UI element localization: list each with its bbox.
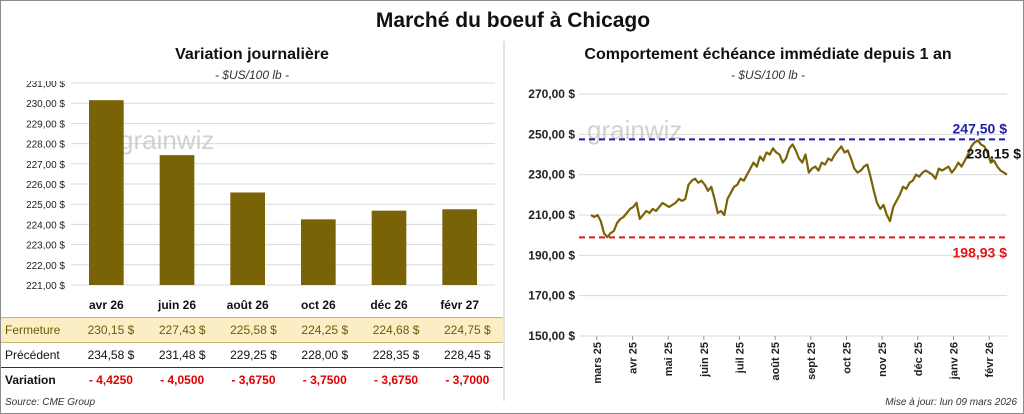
- y-tick-label: 223,00 $: [26, 241, 65, 252]
- y-tick-label: 170,00 $: [528, 289, 575, 303]
- x-tick-label: juin 25: [699, 342, 711, 378]
- y-tick-label: 221,00 $: [26, 281, 65, 292]
- x-tick-label: sept 25: [806, 342, 818, 380]
- front-month-line-chart: 150,00 $ 170,00 $ 190,00 $ 210,00 $ 230,00 $…: [528, 87, 1022, 384]
- table-cell: 234,58 $: [75, 342, 147, 368]
- daily-variation-bar-chart: 221,00 $ 222,00 $ 223,00 $ 224,00 $ 225,00 $…: [26, 81, 495, 312]
- x-tick-label: oct 26: [301, 298, 336, 312]
- x-tick-label: août 26: [227, 298, 269, 312]
- table-cell: 228,00 $: [289, 342, 361, 368]
- table-cell: - 3,6750: [231, 373, 276, 387]
- watermark-logo: grainwiz: [119, 125, 214, 155]
- table-cell: - 3,7500: [302, 373, 347, 387]
- row-label: Fermeture: [1, 317, 76, 343]
- table-cell: 230,15 $: [75, 317, 147, 343]
- y-tick-label: 190,00 $: [528, 248, 575, 262]
- last-price-label: 230,15 $: [967, 145, 1022, 161]
- x-tick-label: févr 27: [440, 298, 479, 312]
- y-tick-label: 231,00 $: [26, 81, 65, 90]
- x-tick-label: nov 25: [877, 342, 889, 377]
- x-tick-label: mars 25: [592, 342, 604, 384]
- x-tick-label: avr 25: [628, 342, 640, 374]
- watermark-logo: grainwiz: [587, 115, 682, 145]
- table-row-variation: Variation - 4,4250 - 4,0500 - 3,6750 - 3…: [1, 368, 503, 393]
- table-cell: 224,75 $: [431, 317, 503, 343]
- row-label: Variation: [5, 373, 56, 387]
- y-tick-label: 225,00 $: [26, 200, 65, 211]
- y-tick-label: 229,00 $: [26, 119, 65, 130]
- x-tick-label: déc 26: [370, 298, 408, 312]
- table-cell: 225,58 $: [217, 317, 290, 343]
- low-label: 198,93 $: [953, 244, 1008, 260]
- x-tick-label: janv 26: [949, 342, 961, 380]
- page-title: Marché du boeuf à Chicago: [375, 9, 651, 32]
- right-panel-subtitle: - $US/100 lb -: [730, 68, 806, 82]
- x-tick-label: oct 25: [842, 342, 854, 374]
- table-cell: 228,35 $: [360, 342, 432, 368]
- y-tick-label: 270,00 $: [528, 87, 575, 101]
- price-series-line: [590, 139, 1008, 239]
- bar: [442, 209, 477, 285]
- left-panel-title: Variation journalière: [175, 46, 329, 63]
- panel-divider: [503, 41, 505, 401]
- table-cell: - 3,6750: [374, 373, 419, 387]
- y-tick-label: 222,00 $: [26, 261, 65, 272]
- row-label: Précédent: [1, 342, 76, 368]
- update-note: Mise à jour: lun 09 mars 2026: [885, 397, 1017, 408]
- table-cell: 229,25 $: [217, 342, 290, 368]
- table-row-previous: Précédent 234,58 $ 231,48 $ 229,25 $ 228…: [1, 342, 503, 368]
- high-label: 247,50 $: [953, 120, 1008, 136]
- x-tick-label: févr 26: [984, 342, 996, 377]
- y-tick-label: 226,00 $: [26, 180, 65, 191]
- y-tick-label: 250,00 $: [528, 127, 575, 141]
- bar: [159, 155, 195, 285]
- table-cell: 231,48 $: [146, 342, 218, 368]
- y-tick-label: 228,00 $: [26, 140, 65, 151]
- left-panel-subtitle: - $US/100 lb -: [214, 68, 290, 82]
- table-cell: 224,25 $: [289, 317, 361, 343]
- table-cell: - 4,0500: [160, 373, 205, 387]
- x-tick-label: avr 26: [89, 298, 124, 312]
- table-cell: 224,68 $: [360, 317, 432, 343]
- bar: [230, 192, 265, 285]
- bar: [371, 210, 407, 285]
- y-tick-label: 150,00 $: [528, 329, 575, 343]
- y-tick-label: 224,00 $: [26, 220, 65, 231]
- source-note: Source: CME Group: [5, 397, 96, 408]
- table-cell: 227,43 $: [146, 317, 218, 343]
- table-cell: - 3,7000: [445, 373, 490, 387]
- y-tick-label: 210,00 $: [528, 208, 575, 222]
- table-cell: 228,45 $: [431, 342, 503, 368]
- x-tick-label: août 25: [770, 342, 782, 381]
- bar: [89, 100, 124, 285]
- right-panel-title: Comportement échéance immédiate depuis 1…: [584, 46, 952, 63]
- table-cell: - 4,4250: [88, 373, 133, 387]
- y-tick-label: 230,00 $: [528, 168, 575, 182]
- y-tick-label: 227,00 $: [26, 160, 65, 171]
- x-tick-label: déc 25: [913, 342, 925, 376]
- y-tick-label: 230,00 $: [26, 99, 65, 110]
- futures-table: Fermeture 230,15 $ 227,43 $ 225,58 $ 224…: [1, 317, 503, 392]
- table-row-close: Fermeture 230,15 $ 227,43 $ 225,58 $ 224…: [1, 317, 503, 343]
- x-tick-label: mai 25: [663, 342, 675, 376]
- bar: [301, 219, 336, 285]
- x-tick-label: juin 26: [157, 298, 196, 312]
- x-tick-label: juil 25: [735, 342, 747, 374]
